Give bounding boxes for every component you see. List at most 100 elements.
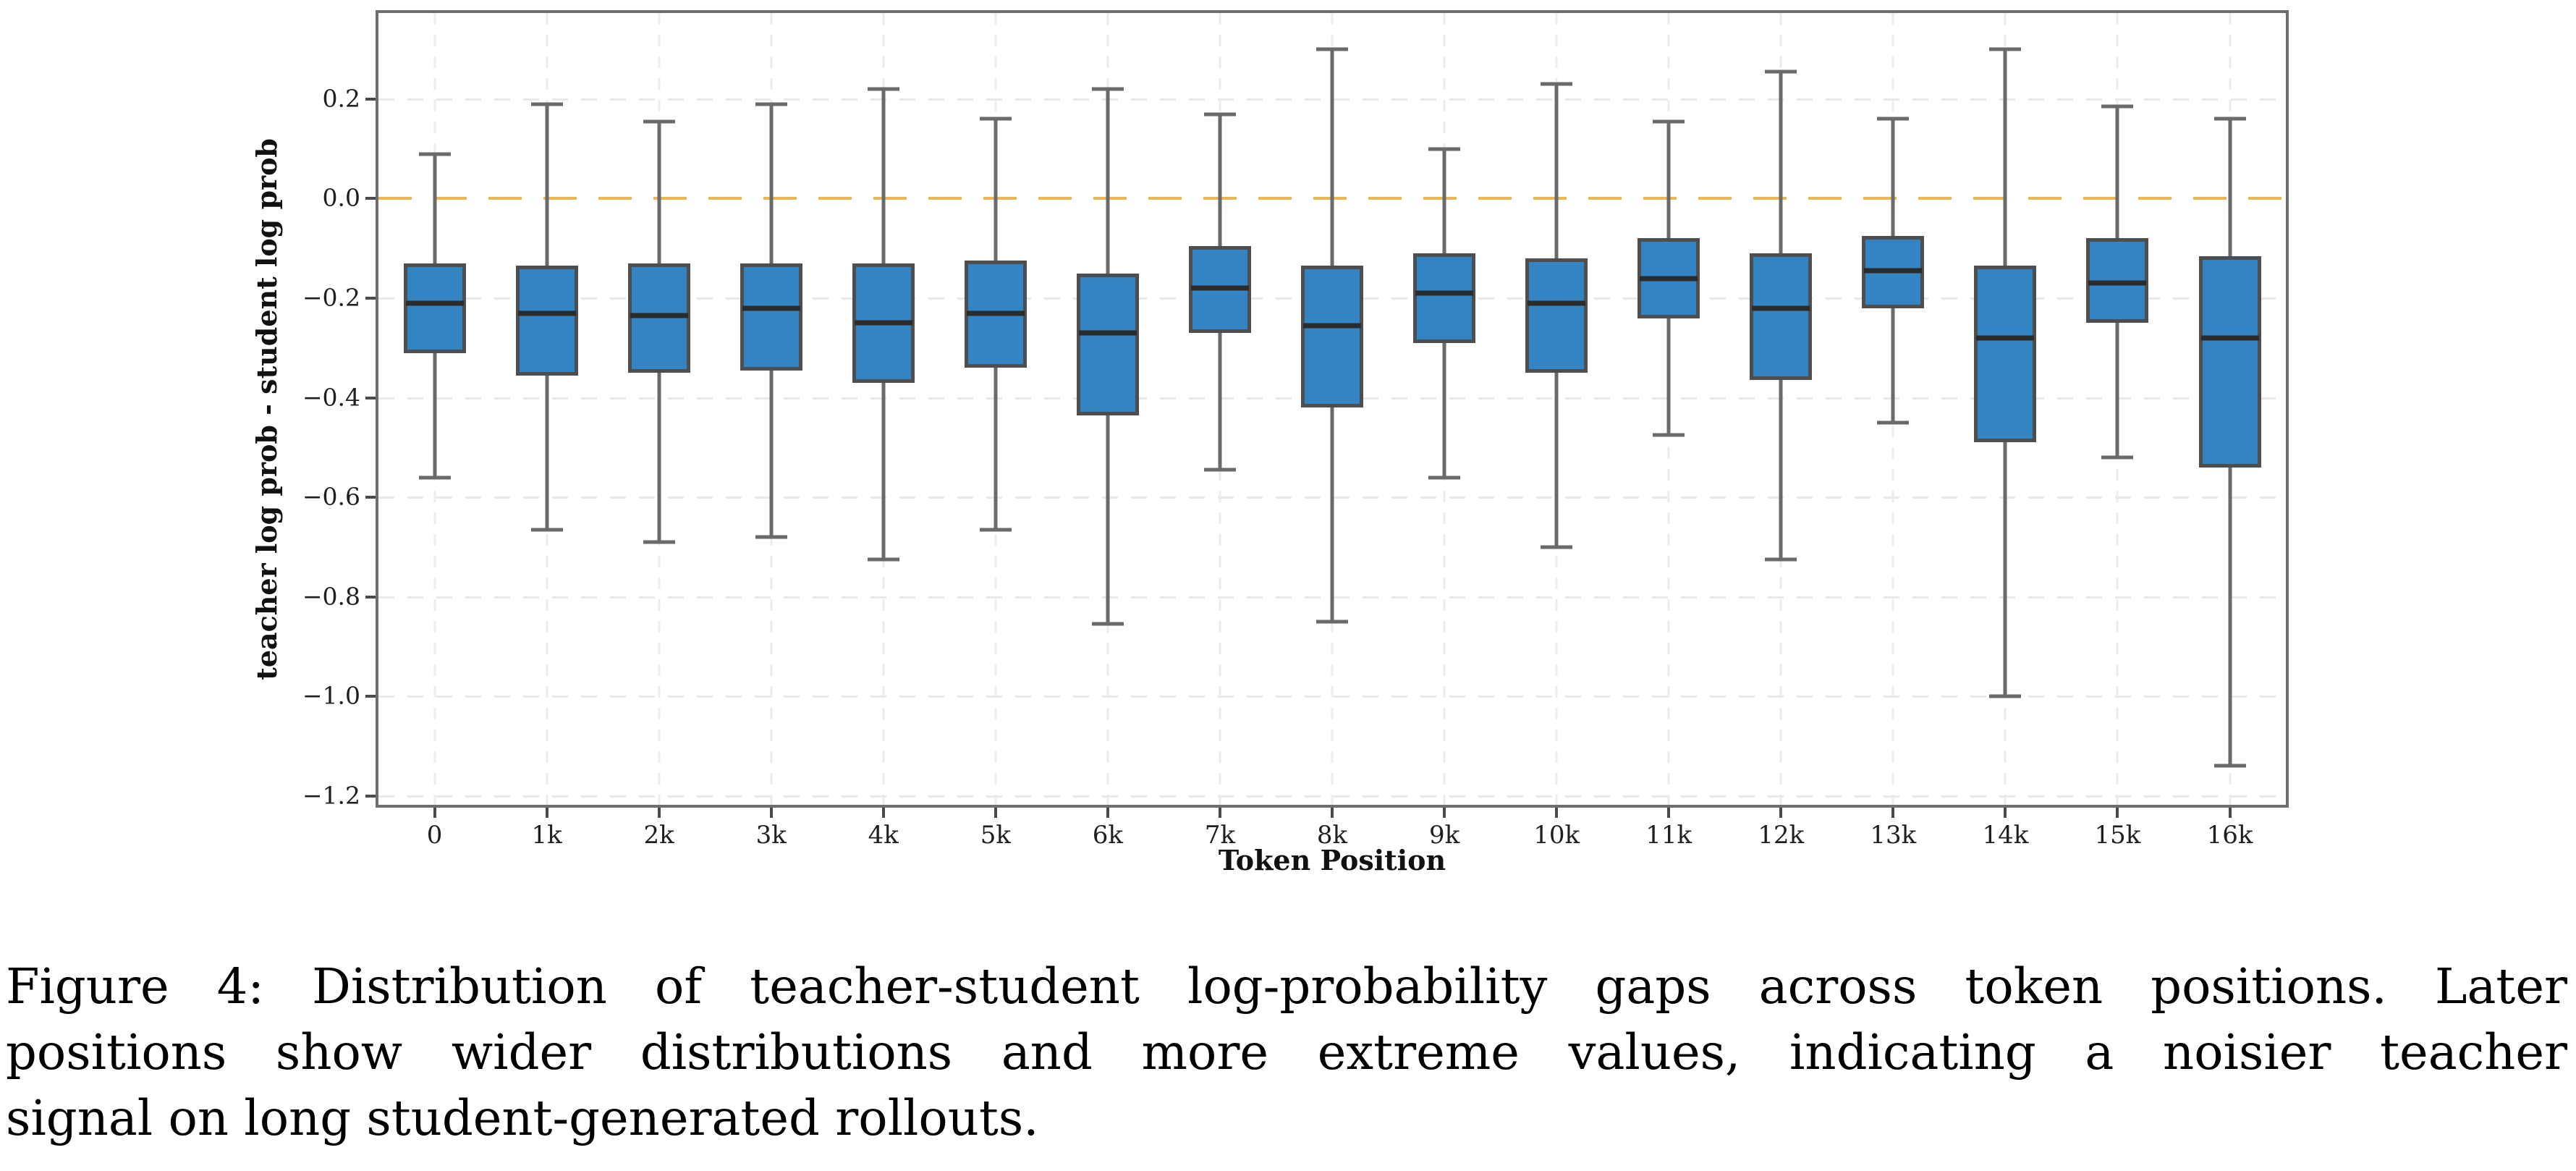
x-tick-mark [1667, 808, 1671, 818]
x-tick-mark [1331, 808, 1334, 818]
whisker-cap-bottom [1316, 620, 1349, 624]
whisker-cap-bottom [530, 528, 563, 532]
median-line [1303, 323, 1362, 329]
iqr-box [1076, 273, 1139, 415]
box-slot-10k: 10k [1501, 13, 1613, 850]
box-slot-8k: 8k [1276, 13, 1389, 850]
iqr-box [1525, 258, 1588, 373]
x-tick-label: 1k [531, 821, 562, 850]
whisker-cap-top [2213, 117, 2246, 121]
median-line [854, 320, 912, 326]
x-tick-mark [2004, 808, 2007, 818]
whisker-cap-bottom [1765, 557, 1797, 562]
box-slot-4k: 4k [827, 13, 939, 850]
box-slot-16k: 16k [2174, 13, 2286, 850]
x-tick-label: 16k [2206, 821, 2253, 850]
whisker-cap-top [1765, 69, 1797, 74]
whisker-cap-top [755, 102, 787, 106]
whisker-cap-top [643, 119, 675, 124]
whisker-cap-top [1428, 147, 1461, 151]
x-tick-label: 4k [868, 821, 899, 850]
box-slot-14k: 14k [1949, 13, 2062, 850]
whisker-cap-bottom [1877, 420, 1910, 425]
y-tick-mark [365, 496, 376, 499]
whisker-cap-top [979, 117, 1012, 121]
x-tick-mark [2116, 808, 2119, 818]
x-tick-mark [881, 808, 885, 818]
whisker-cap-top [1203, 112, 1236, 117]
y-tick-mark [365, 97, 376, 101]
caption-line: signal on long student-generated rollout… [6, 1090, 1039, 1146]
median-line [517, 310, 576, 316]
y-tick-label: −0.4 [302, 383, 360, 412]
iqr-box [2198, 255, 2261, 468]
whisker-cap-top [1541, 82, 1573, 86]
x-tick-label: 15k [2094, 821, 2141, 850]
whisker-cap-top [2101, 104, 2134, 109]
whisker-cap-top [1653, 119, 1685, 124]
median-line [742, 305, 800, 311]
y-tick-label: −1.0 [302, 681, 360, 710]
x-tick-label: 7k [1204, 821, 1236, 850]
box-slot-7k: 7k [1164, 13, 1276, 850]
x-tick-mark [1106, 808, 1109, 818]
box-slot-2k: 2k [603, 13, 715, 850]
whisker-cap-bottom [1653, 433, 1685, 437]
x-tick-mark [433, 808, 436, 818]
median-line [1752, 305, 1810, 311]
whisker-cap-bottom [1428, 475, 1461, 480]
whisker-cap-bottom [418, 475, 451, 480]
y-tick-mark [365, 695, 376, 698]
whisker-cap-top [530, 102, 563, 106]
horizontal-gridline [378, 696, 2286, 698]
x-tick-label: 6k [1092, 821, 1124, 850]
x-tick-label: 2k [643, 821, 674, 850]
plot-inner: 0 1k 2k 3k 4k 5k 6k 7k 8k 9k 10k 11k 12k 13k 14k 15k 16k [378, 13, 2286, 850]
iqr-box [403, 263, 466, 353]
x-tick-mark [993, 808, 997, 818]
iqr-box [1301, 266, 1364, 408]
iqr-box [1413, 253, 1476, 343]
median-line [1976, 335, 2035, 341]
whisker-cap-bottom [1989, 694, 2022, 698]
whisker-cap-bottom [643, 540, 675, 544]
x-tick-mark [1443, 808, 1446, 818]
box-slot-3k: 3k [715, 13, 827, 850]
y-axis: 0.2 0.0 −0.2 −0.4 −0.6 −0.8 −1.0 −1.2 [0, 13, 376, 809]
y-tick-mark [365, 297, 376, 300]
median-line [1415, 290, 1474, 296]
y-tick-mark [365, 396, 376, 400]
whisker-cap-top [1877, 117, 1910, 121]
y-tick-label: −0.2 [302, 283, 360, 312]
y-tick-label: 0.2 [322, 84, 360, 113]
x-tick-label: 0 [426, 821, 443, 850]
y-tick-label: −0.6 [302, 482, 360, 511]
median-line [1078, 330, 1137, 336]
y-tick-label: −1.2 [302, 781, 360, 810]
box-slot-9k: 9k [1389, 13, 1501, 850]
y-tick-mark [365, 595, 376, 599]
whisker-cap-bottom [2101, 455, 2134, 460]
whisker-cap-bottom [755, 535, 787, 539]
iqr-box [1974, 266, 2037, 443]
whisker-cap-bottom [1203, 468, 1236, 472]
median-line [630, 313, 688, 318]
whisker-cap-top [418, 152, 451, 156]
caption-line: Figure 4: Distribution of teacher-studen… [6, 958, 2567, 1015]
median-line [1190, 285, 1249, 291]
box-slot-0: 0 [378, 13, 491, 850]
x-tick-label: 5k [980, 821, 1011, 850]
whisker-cap-bottom [2213, 764, 2246, 768]
caption-line: positions show wider distributions and m… [6, 1024, 2567, 1081]
box-slot-6k: 6k [1051, 13, 1164, 850]
box-slot-11k: 11k [1613, 13, 1725, 850]
median-line [2088, 280, 2147, 286]
median-line [966, 310, 1025, 316]
x-axis-label: Token Position [1218, 844, 1446, 876]
x-tick-label: 13k [1870, 821, 1917, 850]
box-slot-5k: 5k [939, 13, 1051, 850]
iqr-box [740, 263, 802, 371]
plot-area: 0 1k 2k 3k 4k 5k 6k 7k 8k 9k 10k 11k 12k 13k 14k 15k 16k [376, 10, 2289, 850]
box-slot-1k: 1k [491, 13, 603, 850]
